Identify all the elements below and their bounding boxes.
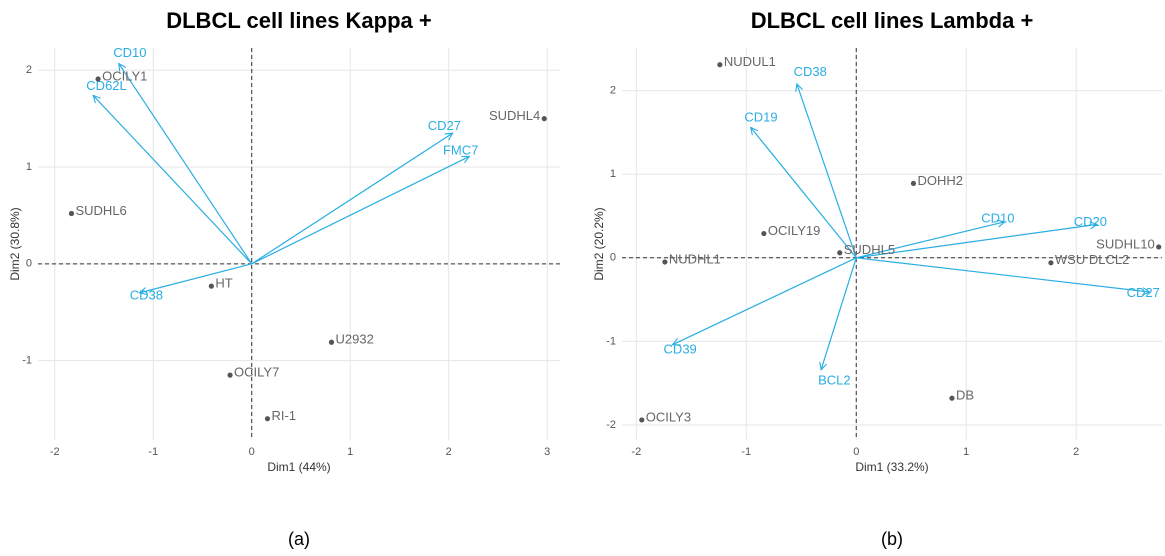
point-label: SUDHL10: [1096, 236, 1155, 251]
arrow-label: CD20: [1074, 214, 1107, 229]
arrow-label: CD10: [981, 210, 1014, 225]
point-label: NUDUL1: [724, 54, 776, 69]
point: [541, 116, 547, 122]
point-label: SUDHL4: [489, 108, 540, 123]
y-tick-label: -1: [22, 355, 32, 367]
x-axis-label: Dim1 (44%): [267, 460, 330, 474]
y-axis-label: Dim2 (20.2%): [592, 207, 606, 280]
point: [328, 339, 335, 345]
loading-arrow: [821, 257, 857, 370]
x-tick-label: -1: [741, 446, 751, 458]
y-tick-label: 0: [610, 252, 616, 264]
point-label: OCILY1: [102, 68, 147, 83]
point: [662, 259, 668, 265]
point: [949, 395, 955, 401]
point: [227, 372, 233, 378]
y-tick-label: -1: [606, 335, 616, 347]
loading-arrow: [856, 222, 1004, 259]
point-label: HT: [215, 276, 232, 291]
x-tick-label: -1: [148, 446, 158, 458]
y-tick-label: 1: [26, 161, 32, 173]
point: [910, 180, 917, 187]
loading-arrow: [93, 95, 253, 265]
point-label: WSU DLCL2: [1055, 252, 1129, 267]
point-label: SUDHL6: [75, 203, 126, 218]
arrow-label: CD10: [113, 45, 146, 60]
loading-arrow: [251, 133, 453, 265]
loading-arrow: [856, 257, 1150, 292]
point: [761, 230, 767, 237]
x-tick-label: -2: [50, 446, 60, 458]
loading-arrow: [119, 63, 253, 265]
chart-title: DLBCL cell lines Lambda +: [751, 8, 1034, 33]
point-label: DOHH2: [917, 173, 963, 188]
loading-arrow: [797, 84, 857, 258]
point: [717, 62, 723, 68]
arrow-label: CD62L: [86, 78, 126, 93]
point-label: DB: [956, 388, 974, 403]
arrow-label: CD19: [744, 110, 777, 125]
loading-arrow: [751, 127, 857, 259]
x-axis-label: Dim1 (33.2%): [855, 460, 928, 474]
y-axis-label: Dim2 (30.8%): [8, 207, 22, 280]
arrow-label: CD38: [794, 64, 827, 79]
x-tick-label: -2: [631, 446, 641, 458]
x-tick-label: 2: [446, 446, 452, 458]
panel-caption: (a): [288, 529, 310, 549]
point: [95, 76, 101, 82]
x-tick-label: 0: [853, 446, 859, 458]
point-label: OCILY3: [646, 409, 691, 424]
point-label: RI-1: [271, 408, 296, 423]
point: [68, 210, 75, 217]
loading-arrow: [856, 224, 1097, 259]
point-label: OCILY7: [234, 365, 279, 380]
y-tick-label: 0: [26, 258, 32, 270]
y-tick-label: -2: [606, 419, 616, 431]
loading-arrow: [251, 156, 470, 265]
y-tick-label: 2: [610, 85, 616, 97]
arrow-label: BCL2: [818, 373, 851, 388]
x-tick-label: 1: [347, 446, 353, 458]
point: [639, 417, 645, 423]
arrow-label: CD38: [130, 287, 163, 302]
point-label: OCILY19: [768, 223, 821, 238]
point-label: U2932: [336, 332, 374, 347]
point: [837, 250, 843, 256]
point-label: SUDHL5: [844, 242, 895, 257]
point: [264, 416, 271, 422]
y-tick-label: 2: [26, 64, 32, 76]
x-tick-label: 1: [963, 446, 969, 458]
arrow-label: CD39: [664, 341, 697, 356]
x-tick-label: 2: [1073, 446, 1079, 458]
arrow-label: CD27: [428, 118, 461, 133]
point: [208, 283, 214, 289]
loading-arrow: [139, 263, 252, 293]
y-tick-label: 1: [610, 168, 616, 180]
arrow-label: CD27: [1127, 285, 1160, 300]
point-label: NUDHL1: [669, 251, 721, 266]
x-tick-label: 3: [544, 446, 550, 458]
point: [1048, 260, 1054, 266]
chart-title: DLBCL cell lines Kappa +: [166, 8, 432, 33]
arrow-label: FMC7: [443, 143, 478, 158]
loading-arrow: [673, 257, 857, 345]
panel-caption: (b): [881, 529, 903, 549]
x-tick-label: 0: [249, 446, 255, 458]
point: [1156, 244, 1162, 250]
